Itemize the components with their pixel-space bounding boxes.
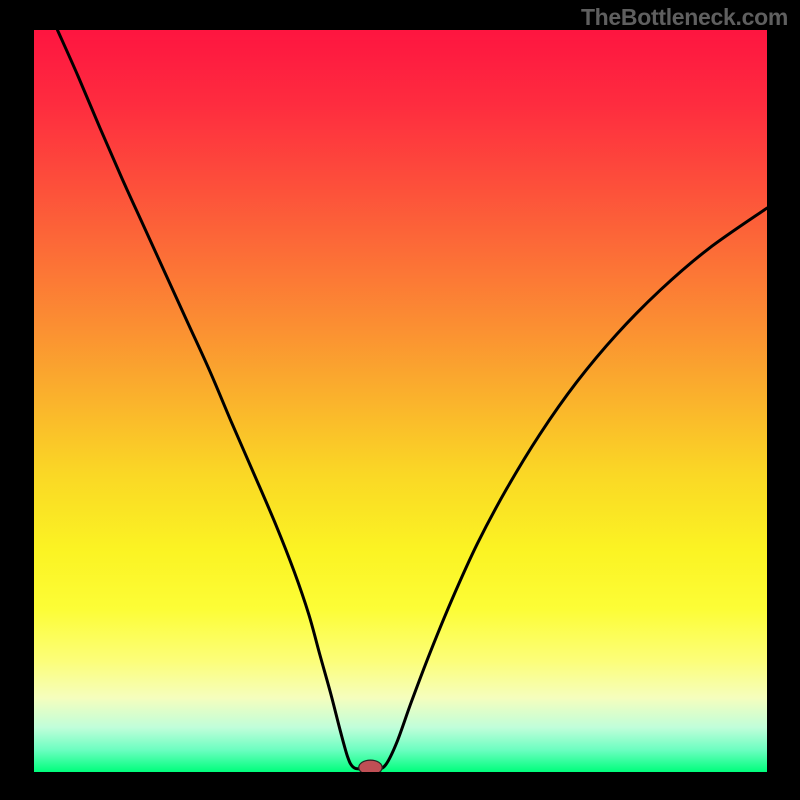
optimum-marker [359,760,382,772]
plot-area [34,30,767,772]
chart-svg [34,30,767,772]
gradient-background [34,30,767,772]
watermark-text: TheBottleneck.com [581,4,788,31]
